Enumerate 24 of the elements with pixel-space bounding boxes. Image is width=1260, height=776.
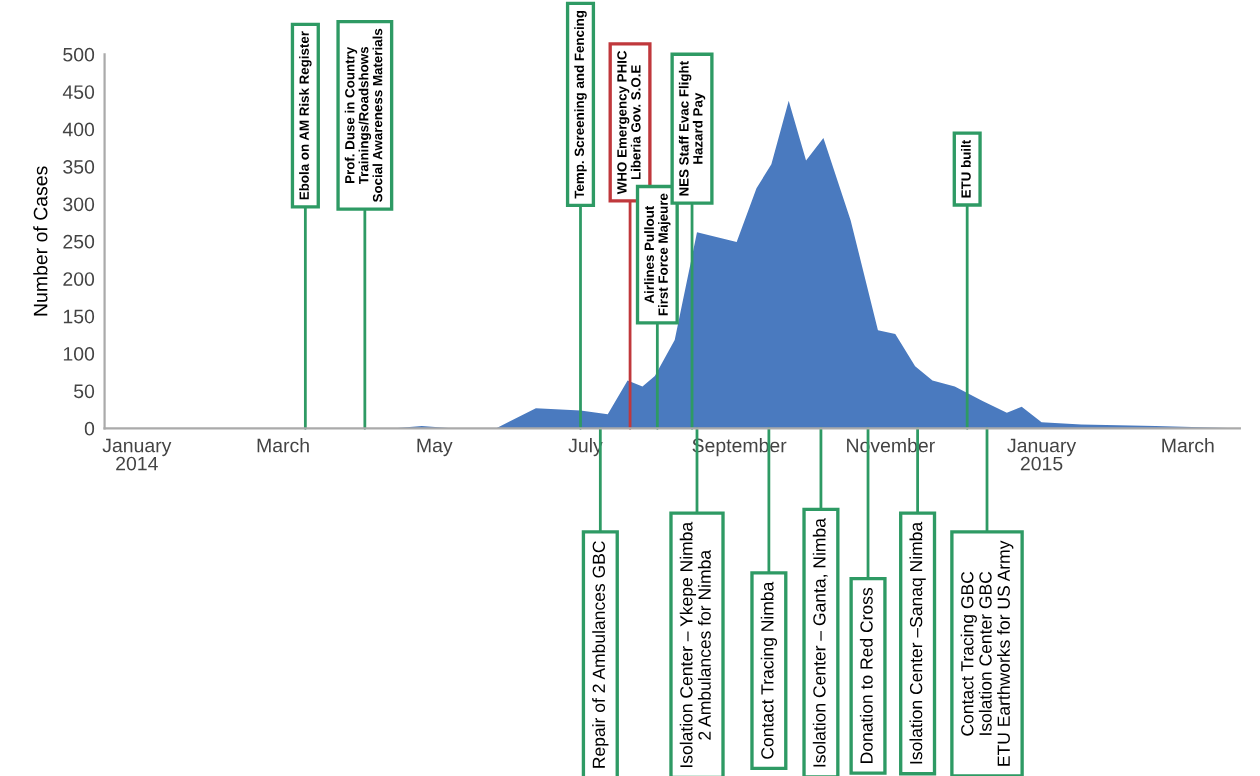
y-tick-label: 200 — [63, 272, 95, 286]
x-tick-label: January 2015 — [1007, 438, 1077, 471]
annotation: Isolation Center –Sanaq Nimba — [909, 521, 926, 764]
y-tick-label: 100 — [63, 347, 95, 361]
x-tick-label: January 2014 — [102, 438, 172, 471]
annotation: Donation to Red Cross — [859, 587, 873, 763]
annotation: Contact Tracing Nimba — [760, 581, 778, 759]
x-tick-label: March — [1162, 438, 1214, 453]
y-tick-label: 50 — [74, 384, 95, 399]
annotation: Isolation Center – Ykepe Nimba 2 Ambulances for Nimba — [679, 521, 711, 767]
y-tick-label: 400 — [62, 122, 95, 137]
x-tick-label: May — [417, 438, 453, 457]
y-tick-label: 0 — [84, 421, 95, 436]
annotation: Contact Tracing GBC Isolation Center GBC ETU Earthworks for US Army — [960, 540, 1014, 766]
annotation: Repair of 2 Ambulances GBC — [592, 541, 609, 768]
annotation: Isolation Center – Ganta, Nimba — [812, 518, 828, 767]
y-tick-label: 150 — [63, 309, 95, 324]
y-tick-label: 500 — [63, 47, 95, 62]
y-tick-label: 250 — [63, 234, 95, 249]
y-tick-label: 300 — [63, 197, 95, 212]
y-tick-label: 450 — [62, 85, 95, 99]
x-tick-label: March — [257, 438, 309, 453]
y-axis-title: Number of Cases — [33, 166, 48, 316]
y-tick-label: 350 — [63, 160, 95, 174]
